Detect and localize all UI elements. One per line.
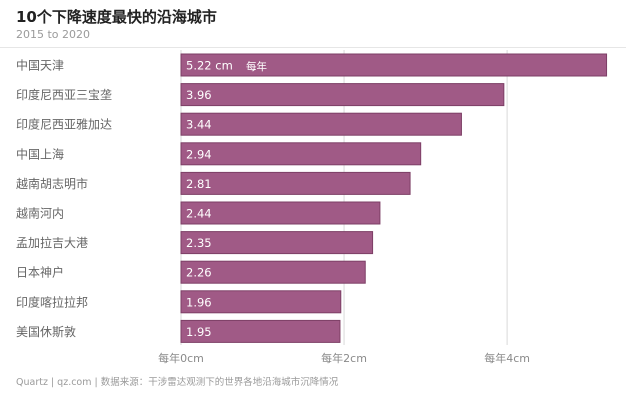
value-label-3: 2.94 — [186, 147, 212, 161]
first-bar-unit-note: 每年 — [246, 60, 267, 73]
value-label-8: 1.96 — [186, 295, 212, 309]
category-label-3: 中国上海 — [16, 146, 64, 161]
bar-9 — [180, 319, 341, 343]
value-label-7: 2.26 — [186, 266, 212, 280]
x-tick-label-1: 每年2cm — [321, 351, 367, 365]
value-label-5: 2.44 — [186, 207, 212, 221]
x-tick-label-0: 每年0cm — [158, 351, 204, 365]
chart-title: 10个下降速度最快的沿海城市 — [16, 8, 217, 26]
category-label-6: 孟加拉吉大港 — [16, 235, 88, 250]
bar-2 — [180, 112, 462, 136]
bar-5 — [180, 201, 381, 225]
category-label-0: 中国天津 — [16, 58, 64, 73]
category-label-8: 印度喀拉拉邦 — [16, 294, 88, 309]
value-label-4: 2.81 — [186, 177, 212, 191]
title-divider — [0, 47, 626, 48]
value-label-2: 3.44 — [186, 118, 212, 132]
category-label-7: 日本神户 — [16, 265, 64, 280]
bar-8 — [180, 290, 342, 314]
source-footer: Quartz | qz.com | 数据来源：干涉雷达观测下的世界各地沿海城市沉… — [16, 377, 339, 388]
bar-7 — [180, 260, 366, 284]
bar-4 — [180, 171, 411, 195]
bar-0 — [180, 53, 608, 77]
bar-3 — [180, 142, 422, 166]
category-label-9: 美国休斯敦 — [16, 324, 76, 339]
category-label-4: 越南胡志明市 — [16, 176, 88, 191]
category-label-2: 印度尼西亚雅加达 — [16, 117, 112, 132]
value-label-9: 1.95 — [186, 325, 212, 339]
bar-1 — [180, 83, 505, 107]
x-tick-label-2: 每年4cm — [484, 351, 530, 365]
category-label-1: 印度尼西亚三宝垄 — [16, 87, 112, 102]
bar-6 — [180, 231, 374, 255]
value-label-6: 2.35 — [186, 236, 212, 250]
chart-subtitle: 2015 to 2020 — [16, 28, 91, 41]
value-label-0: 5.22 cm — [186, 59, 233, 73]
value-label-1: 3.96 — [186, 88, 212, 102]
category-label-5: 越南河内 — [16, 206, 64, 221]
